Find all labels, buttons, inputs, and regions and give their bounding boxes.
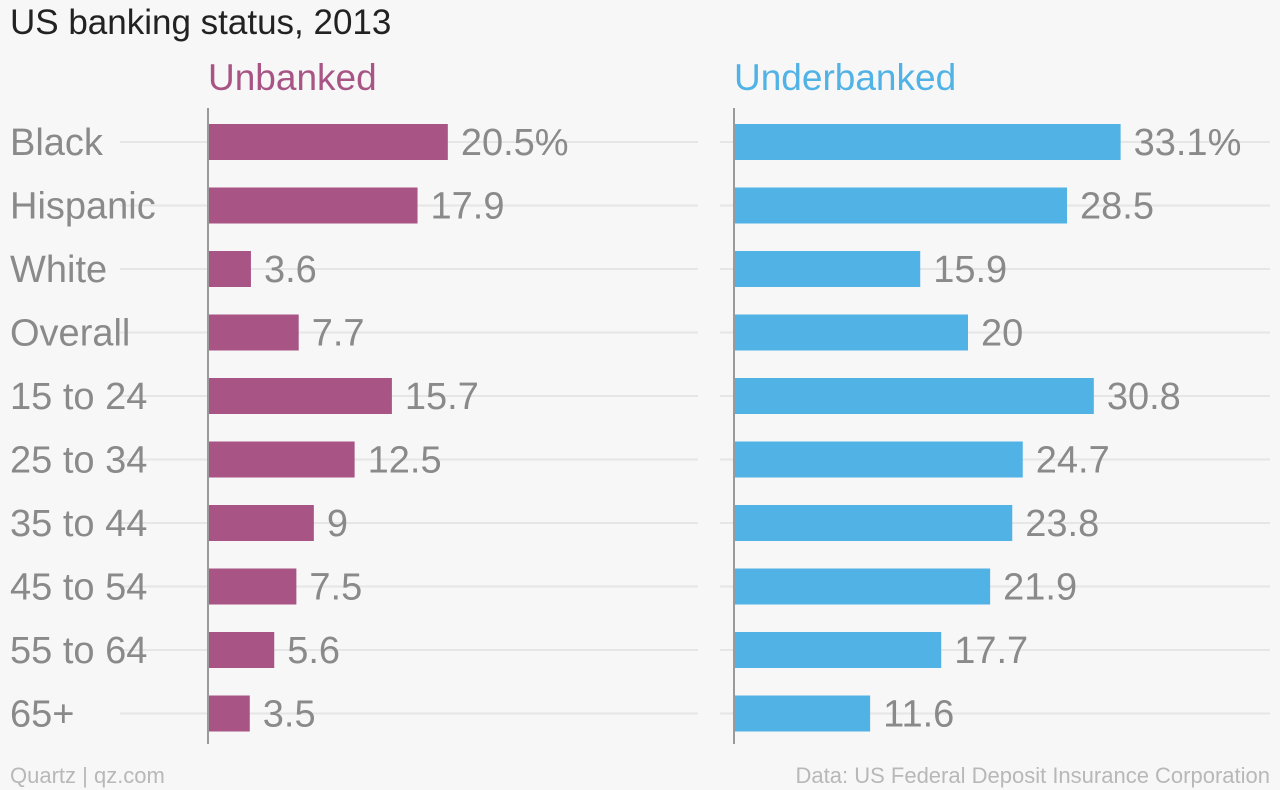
bar bbox=[209, 632, 275, 668]
category-label: Hispanic bbox=[10, 186, 156, 228]
bar bbox=[735, 505, 1013, 541]
data-label: 33.1% bbox=[1134, 122, 1242, 164]
bar bbox=[735, 441, 1023, 478]
category-label: 55 to 64 bbox=[10, 630, 147, 672]
data-label: 11.6 bbox=[883, 694, 954, 736]
data-label: 7.5 bbox=[309, 567, 362, 609]
chart-title: US banking status, 2013 bbox=[10, 3, 391, 42]
data-label: 24.7 bbox=[1036, 440, 1110, 482]
bar bbox=[735, 251, 921, 287]
data-label: 15.9 bbox=[933, 249, 1007, 291]
category-label: 35 to 44 bbox=[10, 503, 147, 545]
category-label: White bbox=[10, 249, 107, 291]
data-label: 23.8 bbox=[1025, 503, 1099, 545]
bar bbox=[735, 568, 991, 605]
data-label: 17.7 bbox=[954, 630, 1028, 672]
bar bbox=[209, 441, 355, 478]
category-label: 65+ bbox=[10, 694, 74, 736]
bars bbox=[207, 108, 1121, 744]
category-label: Black bbox=[10, 122, 104, 164]
series-title: Underbanked bbox=[734, 57, 956, 98]
footer-source-left: Quartz | qz.com bbox=[10, 763, 165, 788]
data-label: 20 bbox=[981, 313, 1023, 355]
category-label: 45 to 54 bbox=[10, 567, 147, 609]
bar bbox=[209, 378, 392, 414]
bar bbox=[735, 124, 1121, 160]
category-label: Overall bbox=[10, 313, 130, 355]
data-label: 9 bbox=[327, 503, 348, 545]
data-label: 12.5 bbox=[368, 440, 442, 482]
data-label: 5.6 bbox=[287, 630, 340, 672]
bar bbox=[209, 187, 418, 224]
bar bbox=[209, 505, 314, 541]
data-label: 17.9 bbox=[431, 186, 505, 228]
bar bbox=[209, 568, 297, 605]
gridlines bbox=[120, 141, 1270, 715]
data-label: 28.5 bbox=[1080, 186, 1154, 228]
bar bbox=[735, 314, 968, 351]
data-label: 3.5 bbox=[263, 694, 316, 736]
bar bbox=[735, 695, 871, 732]
bar bbox=[209, 124, 448, 160]
data-label: 20.5% bbox=[461, 122, 569, 164]
footer-source-right: Data: US Federal Deposit Insurance Corpo… bbox=[796, 763, 1270, 788]
bar bbox=[735, 378, 1094, 414]
bar bbox=[209, 695, 250, 732]
category-label: 25 to 34 bbox=[10, 440, 147, 482]
bar bbox=[735, 632, 942, 668]
bar bbox=[735, 187, 1068, 224]
data-label: 30.8 bbox=[1107, 376, 1181, 418]
labels: Black Hispanic White Overall 15 to 24 25 to 3… bbox=[10, 57, 1241, 736]
data-label: 15.7 bbox=[405, 376, 479, 418]
data-label: 3.6 bbox=[264, 249, 317, 291]
category-label: 15 to 24 bbox=[10, 376, 147, 418]
series-title: Unbanked bbox=[208, 57, 377, 98]
bar bbox=[209, 251, 251, 287]
data-label: 7.7 bbox=[312, 313, 365, 355]
data-label: 21.9 bbox=[1003, 567, 1077, 609]
bar bbox=[209, 314, 299, 351]
